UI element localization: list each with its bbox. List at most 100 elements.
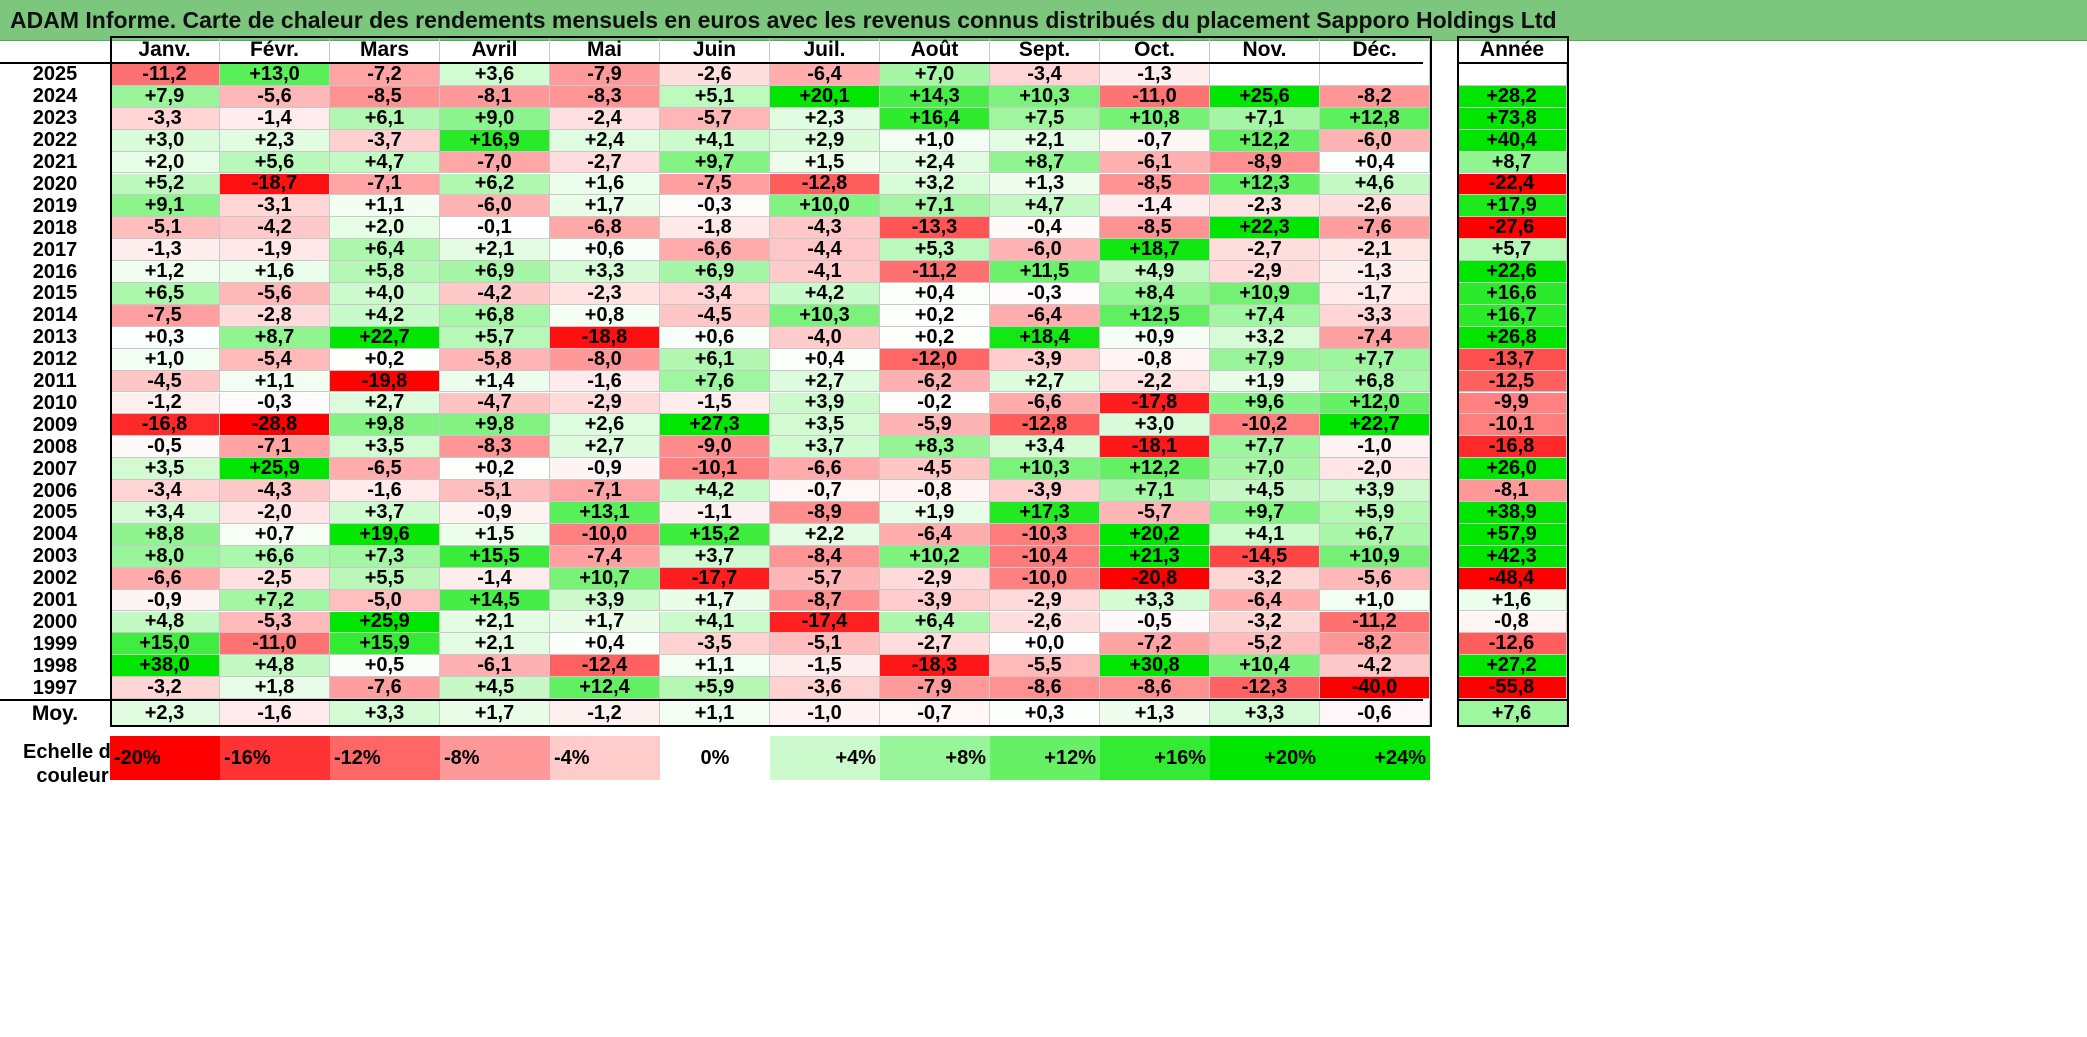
heatmap-cell: -3,2 [110, 676, 220, 700]
heatmap-cell: +5,9 [660, 676, 770, 700]
heatmap-cell: +0,2 [330, 348, 440, 371]
heatmap-cell: -18,1 [1100, 435, 1210, 459]
heatmap-cell: -7,0 [440, 151, 550, 174]
heatmap-cell: +25,9 [220, 457, 330, 481]
scale-label-line1: Echelle de [23, 741, 122, 763]
heatmap-cell: +0,7 [220, 523, 330, 546]
heatmap-cell: +9,7 [1210, 501, 1320, 524]
heatmap-cell: +2,6 [550, 413, 660, 437]
heatmap-cell: +3,6 [440, 63, 550, 86]
heatmap-cell: -2,7 [1210, 238, 1320, 262]
heatmap-cell: -7,6 [330, 676, 440, 700]
heatmap-cell: -1,7 [1320, 282, 1430, 305]
heatmap-cell: +1,8 [220, 676, 330, 700]
heatmap-cell: -2,7 [550, 151, 660, 174]
annual-cell: -10,1 [1457, 413, 1567, 437]
scale-step: 0% [660, 736, 770, 780]
heatmap-cell: -5,6 [220, 85, 330, 108]
heatmap-cell: -2,3 [550, 282, 660, 305]
year-label: 1998 [32, 654, 78, 677]
heatmap-cell: -7,1 [550, 479, 660, 502]
heatmap-cell: -1,5 [770, 654, 880, 678]
heatmap-cell [1320, 64, 1430, 86]
scale-step: -16% [220, 736, 330, 780]
heatmap-cell: -3,6 [770, 676, 880, 700]
annual-cell: -8,1 [1457, 479, 1567, 502]
heatmap-cell: +17,3 [990, 501, 1100, 524]
year-label: 2001 [32, 589, 78, 612]
heatmap-cell: -10,1 [660, 457, 770, 481]
heatmap-cell: -0,9 [110, 589, 220, 612]
year-label: 2022 [32, 129, 78, 152]
heatmap-cell: -4,4 [770, 238, 880, 262]
heatmap-cell: +5,7 [440, 326, 550, 349]
annual-cell: +8,7 [1457, 151, 1567, 174]
heatmap-cell: +1,0 [880, 129, 990, 152]
heatmap-cell: -2,6 [990, 610, 1100, 634]
heatmap-cell: +0,4 [770, 348, 880, 371]
heatmap-cell: +0,4 [880, 282, 990, 305]
report-title: ADAM Informe. Carte de chaleur des rende… [10, 7, 1557, 33]
heatmap-cell: +12,2 [1210, 129, 1320, 152]
year-label: 2011 [33, 370, 77, 393]
heatmap-cell: -5,5 [990, 654, 1100, 678]
heatmap-cell: -10,4 [990, 545, 1100, 568]
heatmap-cell: +1,9 [880, 501, 990, 524]
heatmap-cell: +1,6 [220, 260, 330, 283]
heatmap-cell: -0,3 [660, 194, 770, 218]
heatmap-cell: +1,1 [330, 194, 440, 218]
scale-step: -4% [550, 736, 660, 780]
scale-step: +24% [1320, 736, 1430, 780]
heatmap-cell: -4,5 [880, 457, 990, 481]
annual-cell: -12,6 [1457, 632, 1567, 656]
heatmap-cell: -7,2 [330, 63, 440, 86]
heatmap-cell: +4,7 [990, 194, 1100, 218]
year-label: 2023 [32, 107, 78, 130]
heatmap-cell: +5,6 [220, 151, 330, 174]
heatmap-cell: -6,0 [440, 194, 550, 218]
annual-cell: -22,4 [1457, 172, 1567, 196]
heatmap-cell: +6,8 [1320, 370, 1430, 393]
heatmap-cell: -12,0 [880, 348, 990, 371]
heatmap-cell: +3,4 [990, 435, 1100, 459]
heatmap-cell: +7,0 [1210, 457, 1320, 481]
heatmap-cell: -8,4 [770, 545, 880, 568]
heatmap-cell: -8,6 [990, 676, 1100, 700]
heatmap-cell: +2,9 [770, 129, 880, 152]
heatmap-cell: -2,6 [1320, 194, 1430, 218]
heatmap-cell: -11,2 [110, 63, 220, 86]
heatmap-cell: -4,0 [770, 326, 880, 349]
year-label: 2015 [32, 282, 78, 305]
year-label: 2025 [32, 63, 78, 86]
heatmap-cell: -5,1 [770, 632, 880, 656]
annual-cell: +27,2 [1457, 654, 1567, 678]
heatmap-cell: -5,4 [220, 348, 330, 371]
heatmap-cell: -0,5 [110, 435, 220, 459]
heatmap-cell: +2,0 [110, 151, 220, 174]
annual-cell: -12,5 [1457, 370, 1567, 393]
heatmap-cell: +14,3 [880, 85, 990, 108]
heatmap-cell: +1,1 [660, 654, 770, 678]
heatmap-cell: +2,7 [550, 435, 660, 459]
heatmap-cell: -0,5 [1100, 610, 1210, 634]
heatmap-cell: -2,9 [880, 567, 990, 590]
heatmap-cell: +12,2 [1100, 457, 1210, 481]
year-label: 1999 [32, 632, 78, 655]
month-header: Août [880, 36, 990, 64]
annual-cell: -48,4 [1457, 567, 1567, 590]
heatmap-cell: -8,6 [1100, 676, 1210, 700]
heatmap-cell: +3,0 [110, 129, 220, 152]
heatmap-cell: -10,0 [550, 523, 660, 546]
heatmap-cell: -10,2 [1210, 413, 1320, 437]
annual-cell [1457, 64, 1567, 86]
annual-cell: +26,8 [1457, 326, 1567, 349]
heatmap-cell: -0,8 [880, 479, 990, 502]
average-cell: +1,3 [1100, 701, 1210, 728]
heatmap-cell: +6,5 [110, 282, 220, 305]
heatmap-cell: +15,9 [330, 632, 440, 656]
heatmap-cell: +4,2 [770, 282, 880, 305]
year-label: 2020 [32, 172, 78, 195]
year-label: 2010 [32, 391, 78, 414]
heatmap-cell: -11,2 [880, 260, 990, 283]
heatmap-cell: +12,5 [1100, 304, 1210, 327]
